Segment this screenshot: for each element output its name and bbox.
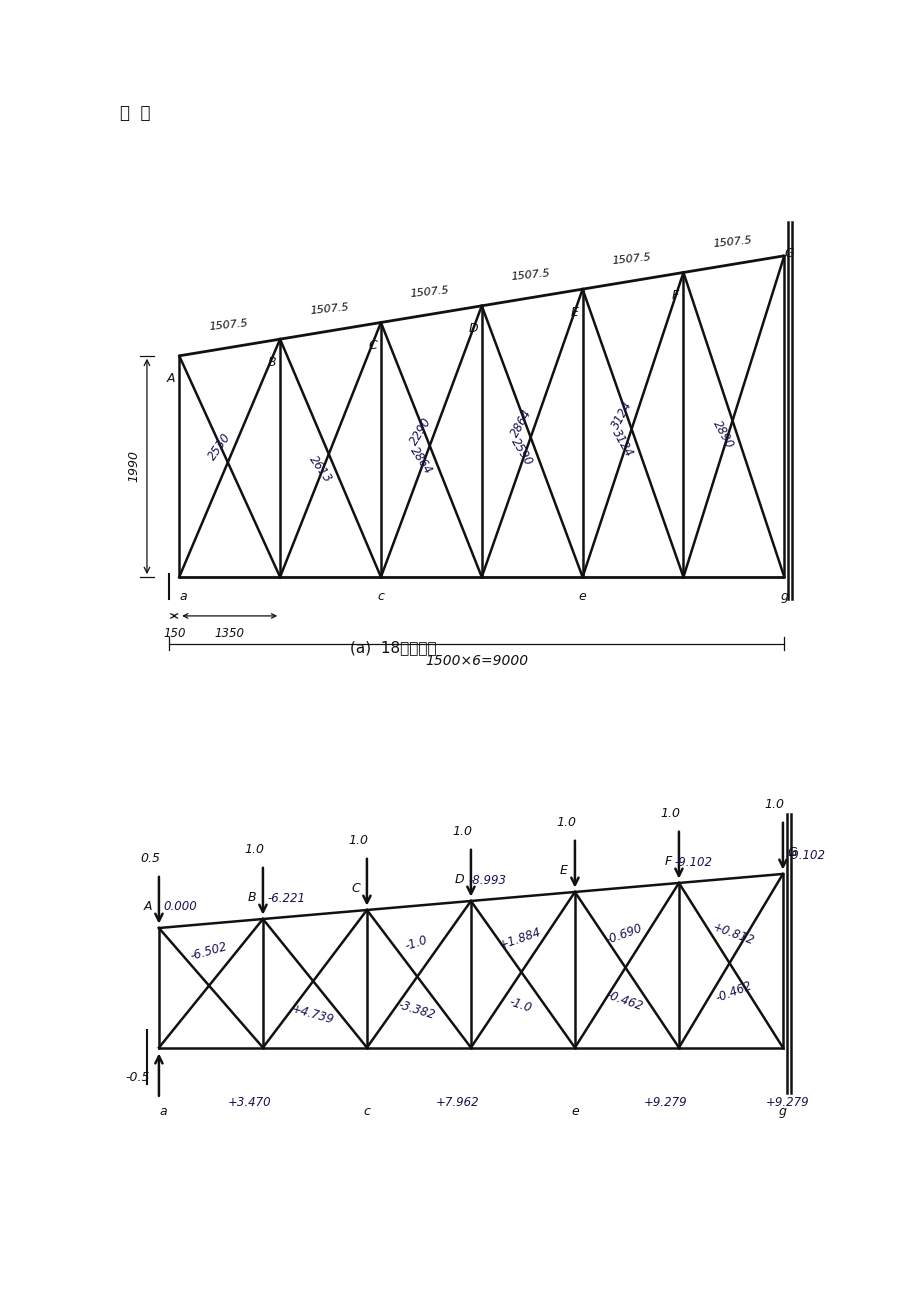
Text: g: g — [778, 1104, 786, 1117]
Text: A: A — [143, 900, 152, 913]
Text: c: c — [363, 1104, 370, 1117]
Text: 1.0: 1.0 — [660, 807, 680, 820]
Text: 1507.5: 1507.5 — [712, 236, 752, 249]
Text: -6.221: -6.221 — [267, 892, 305, 905]
Text: +7.962: +7.962 — [435, 1096, 479, 1109]
Text: 2530: 2530 — [206, 431, 233, 462]
Text: 3124: 3124 — [608, 427, 635, 460]
Text: E: E — [570, 306, 578, 319]
Text: 1990: 1990 — [127, 450, 140, 483]
Text: (a)  18米跨屋架: (a) 18米跨屋架 — [349, 641, 436, 656]
Text: 1507.5: 1507.5 — [510, 268, 550, 283]
Text: a: a — [179, 590, 187, 603]
Text: +3.470: +3.470 — [227, 1096, 270, 1109]
Text: +0.812: +0.812 — [710, 921, 755, 948]
Text: -8.993: -8.993 — [469, 875, 506, 888]
Text: 150: 150 — [163, 628, 186, 641]
Text: C: C — [369, 339, 377, 352]
Text: D: D — [454, 872, 463, 885]
Text: -6.502: -6.502 — [188, 940, 229, 963]
Text: F: F — [664, 855, 671, 868]
Text: 1507.5: 1507.5 — [611, 251, 651, 266]
Text: a: a — [159, 1104, 166, 1117]
Text: -1.0: -1.0 — [507, 996, 533, 1016]
Text: -3.382: -3.382 — [396, 999, 437, 1022]
Text: A: A — [166, 372, 176, 385]
Text: 2864: 2864 — [407, 444, 435, 477]
Text: +1.884: +1.884 — [497, 926, 542, 952]
Text: 附  图: 附 图 — [119, 104, 150, 122]
Text: F: F — [671, 289, 678, 302]
Text: 1507.5: 1507.5 — [208, 319, 248, 332]
Text: g: g — [779, 590, 788, 603]
Text: E: E — [560, 865, 567, 878]
Text: -1.0: -1.0 — [403, 934, 429, 953]
Text: 1350: 1350 — [214, 628, 244, 641]
Text: G: G — [787, 846, 796, 859]
Text: 3124: 3124 — [609, 398, 635, 431]
Text: -0.5: -0.5 — [125, 1072, 150, 1085]
Text: 2613: 2613 — [306, 453, 335, 486]
Text: -9.102: -9.102 — [674, 857, 712, 870]
Text: +9.279: +9.279 — [642, 1096, 686, 1109]
Text: -0.690: -0.690 — [604, 922, 643, 947]
Text: -9.102: -9.102 — [787, 849, 825, 862]
Text: C: C — [351, 881, 359, 894]
Text: 0.5: 0.5 — [141, 852, 161, 865]
Text: -0.462: -0.462 — [604, 988, 644, 1013]
Text: B: B — [267, 355, 276, 368]
Text: 2290: 2290 — [407, 415, 434, 447]
Text: 2890: 2890 — [709, 418, 735, 450]
Text: c: c — [377, 590, 384, 603]
Text: 1.0: 1.0 — [556, 816, 576, 829]
Text: 1507.5: 1507.5 — [410, 285, 449, 299]
Text: B: B — [247, 891, 255, 904]
Text: 1.0: 1.0 — [452, 825, 472, 838]
Text: 0.000: 0.000 — [164, 900, 198, 913]
Text: 2590: 2590 — [508, 436, 535, 469]
Text: 1.0: 1.0 — [764, 798, 784, 811]
Text: 1507.5: 1507.5 — [309, 302, 348, 315]
Text: +9.279: +9.279 — [766, 1096, 809, 1109]
Text: +4.739: +4.739 — [289, 1003, 335, 1027]
Text: 1.0: 1.0 — [244, 842, 265, 855]
Text: e: e — [571, 1104, 578, 1117]
Text: G: G — [784, 247, 794, 260]
Text: D: D — [469, 323, 478, 336]
Text: 1500×6=9000: 1500×6=9000 — [425, 654, 528, 668]
Text: 2864: 2864 — [508, 406, 534, 439]
Text: -0.462: -0.462 — [713, 979, 753, 1005]
Text: e: e — [578, 590, 585, 603]
Text: 1.0: 1.0 — [348, 833, 369, 846]
